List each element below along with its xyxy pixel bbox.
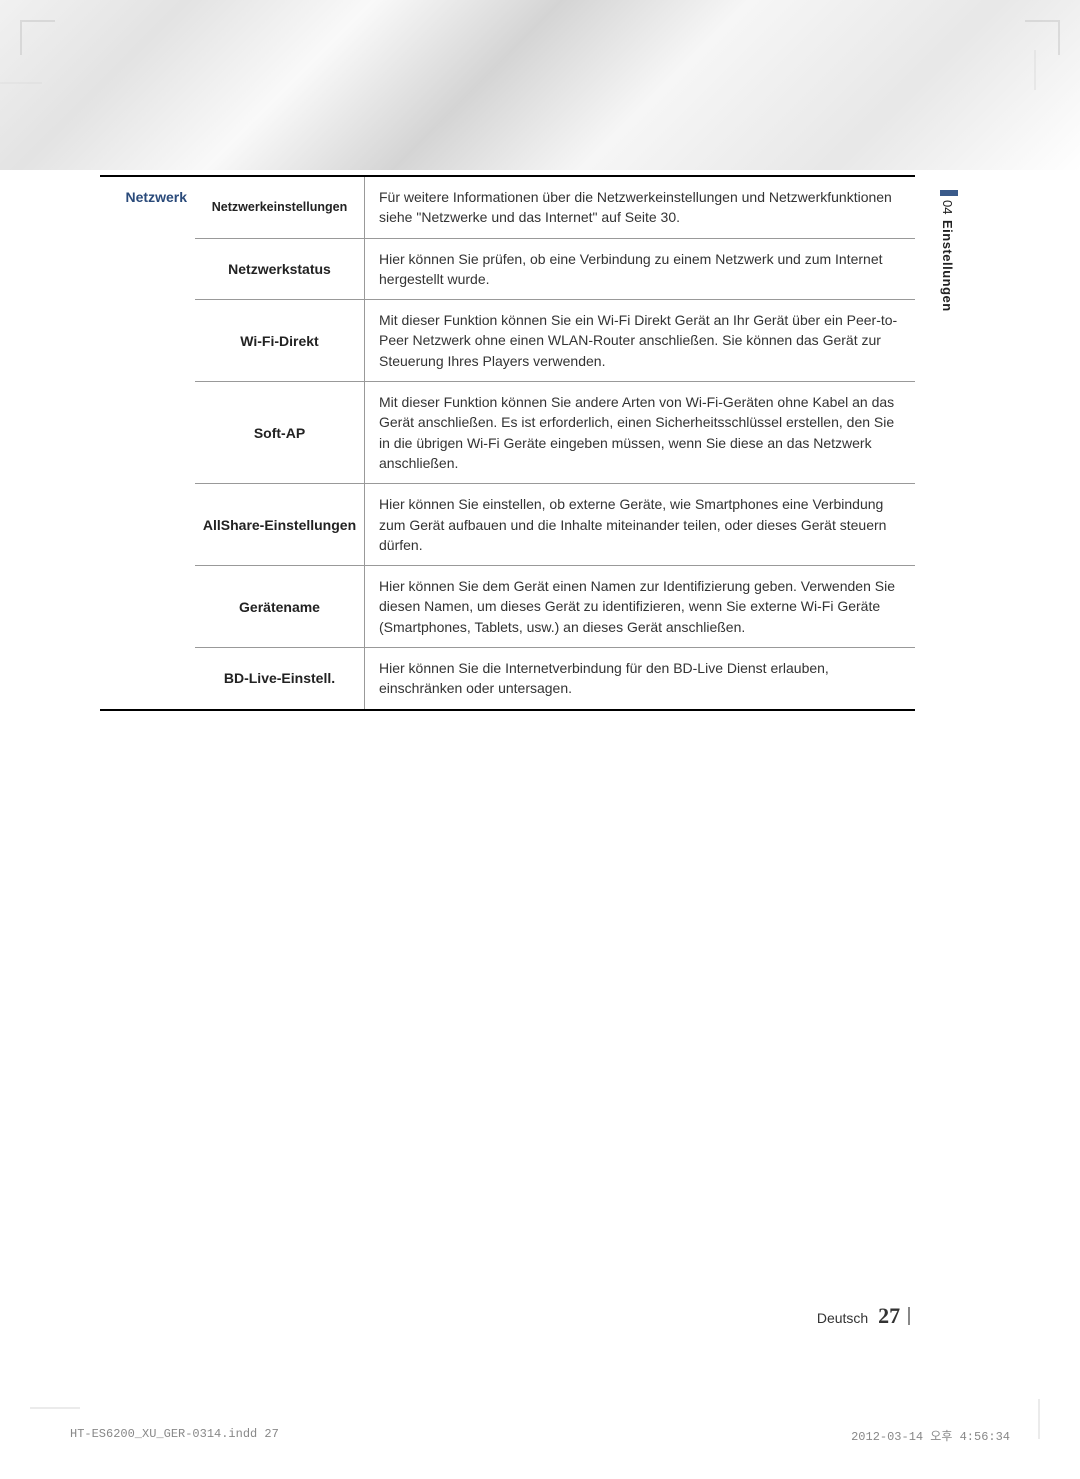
row-label: Soft-AP bbox=[195, 382, 365, 483]
row-label: Wi-Fi-Direkt bbox=[195, 300, 365, 381]
row-desc: Hier können Sie einstellen, ob externe G… bbox=[365, 484, 915, 565]
print-meta: HT-ES6200_XU_GER-0314.indd 27 2012-03-14… bbox=[70, 1427, 1010, 1444]
crop-mark bbox=[1038, 1399, 1040, 1439]
row-desc: Für weitere Informationen über die Netzw… bbox=[365, 177, 915, 238]
row-label: Gerätename bbox=[195, 566, 365, 647]
row-label: AllShare-Einstellungen bbox=[195, 484, 365, 565]
row-label: BD-Live-Einstell. bbox=[195, 648, 365, 709]
row-label: Netzwerkstatus bbox=[195, 239, 365, 300]
crop-mark bbox=[20, 20, 55, 55]
side-tab: 04 Einstellungen bbox=[940, 190, 960, 312]
settings-table: Netzwerkeinstellungen Für weitere Inform… bbox=[195, 177, 915, 709]
footer-page-number: 27 bbox=[878, 1303, 900, 1328]
meta-timestamp: 2012-03-14 오후 4:56:34 bbox=[851, 1427, 1010, 1444]
row-desc: Mit dieser Funktion können Sie ein Wi-Fi… bbox=[365, 300, 915, 381]
row-desc: Hier können Sie prüfen, ob eine Verbindu… bbox=[365, 239, 915, 300]
table-row: Netzwerkstatus Hier können Sie prüfen, o… bbox=[195, 239, 915, 301]
side-mark bbox=[940, 190, 958, 196]
table-row: Wi-Fi-Direkt Mit dieser Funktion können … bbox=[195, 300, 915, 382]
table-row: Gerätename Hier können Sie dem Gerät ein… bbox=[195, 566, 915, 648]
row-label: Netzwerkeinstellungen bbox=[195, 177, 365, 238]
table-row: Soft-AP Mit dieser Funktion können Sie a… bbox=[195, 382, 915, 484]
row-desc: Mit dieser Funktion können Sie andere Ar… bbox=[365, 382, 915, 483]
table-row: AllShare-Einstellungen Hier können Sie e… bbox=[195, 484, 915, 566]
side-chapter-label: Einstellungen bbox=[940, 220, 955, 312]
side-chapter-number: 04 bbox=[940, 200, 955, 214]
page-footer: Deutsch 27 bbox=[817, 1303, 910, 1329]
header-gradient bbox=[0, 0, 1080, 170]
footer-lang: Deutsch bbox=[817, 1310, 868, 1326]
crop-mark bbox=[1034, 50, 1036, 90]
footer-bar bbox=[908, 1307, 910, 1325]
section-header: Netzwerk bbox=[100, 177, 195, 709]
meta-file: HT-ES6200_XU_GER-0314.indd 27 bbox=[70, 1427, 279, 1444]
content-table: Netzwerk Netzwerkeinstellungen Für weite… bbox=[100, 175, 915, 711]
table-row: Netzwerkeinstellungen Für weitere Inform… bbox=[195, 177, 915, 239]
crop-mark bbox=[30, 1407, 80, 1409]
table-row: BD-Live-Einstell. Hier können Sie die In… bbox=[195, 648, 915, 709]
crop-mark bbox=[1025, 20, 1060, 55]
row-desc: Hier können Sie dem Gerät einen Namen zu… bbox=[365, 566, 915, 647]
row-desc: Hier können Sie die Internetverbindung f… bbox=[365, 648, 915, 709]
